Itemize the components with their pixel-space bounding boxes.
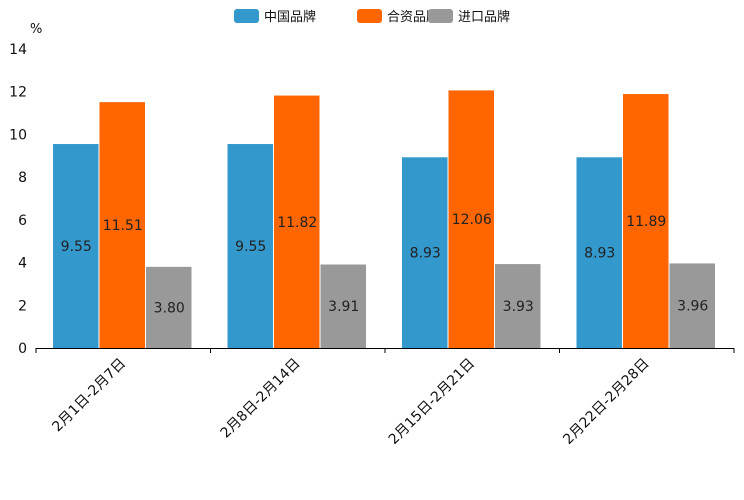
data-label-series2-cat4: 11.89 [626, 214, 666, 230]
legend-swatch-3[interactable] [428, 9, 453, 23]
y-tick-label: 8 [18, 170, 27, 186]
bar-series2-cat1[interactable] [99, 102, 146, 348]
y-tick-label: 0 [18, 341, 27, 357]
data-label-series3-cat1: 3.80 [154, 300, 185, 316]
y-tick-label: 2 [18, 298, 27, 314]
bar-series3-cat2[interactable] [320, 264, 367, 348]
y-tick-label: 10 [9, 127, 27, 143]
y-axis-unit-label: % [30, 22, 42, 37]
data-label-series1-cat1: 9.55 [61, 239, 92, 255]
bar-series1-cat2[interactable] [227, 144, 274, 348]
y-tick-label: 4 [18, 256, 27, 272]
legend: 中国品牌 合资品牌 进口品牌 [234, 9, 510, 25]
data-label-series2-cat3: 12.06 [452, 212, 492, 228]
bar-series1-cat4[interactable] [576, 157, 623, 348]
legend-label-2: 合资品牌 [387, 9, 439, 25]
y-tick-label: 12 [9, 85, 27, 101]
legend-swatch-2[interactable] [357, 9, 382, 23]
data-label-series3-cat4: 3.96 [677, 299, 708, 315]
y-tick-label: 6 [18, 213, 27, 229]
bar-series3-cat3[interactable] [495, 264, 541, 348]
data-label-series1-cat3: 8.93 [410, 246, 441, 262]
bar-series3-cat4[interactable] [669, 263, 716, 348]
bar-series2-cat3[interactable] [448, 90, 495, 348]
x-tick-label: 2月8日-2月14日 [218, 356, 304, 442]
data-label-series2-cat2: 11.82 [277, 215, 317, 231]
x-tick-label: 2月1日-2月7日 [49, 356, 129, 436]
data-label-series1-cat4: 8.93 [584, 246, 615, 262]
data-label-series1-cat2: 9.55 [235, 239, 266, 255]
x-axis: 2月1日-2月7日 2月8日-2月14日 2月15日-2月21日 2月22日-2月28… [35, 348, 735, 448]
bar-series2-cat2[interactable] [274, 95, 320, 349]
bar-series3-cat1[interactable] [146, 266, 192, 348]
x-tick-label: 2月22日-2月28日 [560, 356, 652, 448]
y-axis: 0 2 4 6 8 10 12 14 [9, 42, 27, 357]
x-tick-label: 2月15日-2月21日 [386, 356, 478, 448]
bar-series2-cat4[interactable] [623, 94, 669, 348]
y-tick-label: 14 [9, 42, 27, 58]
legend-label-3: 进口品牌 [458, 9, 510, 25]
bar-series1-cat3[interactable] [402, 157, 448, 348]
legend-label-1: 中国品牌 [264, 9, 316, 25]
legend-swatch-1[interactable] [234, 9, 259, 23]
bars-group [53, 90, 716, 349]
data-label-series2-cat1: 11.51 [103, 218, 143, 234]
data-label-series3-cat3: 3.93 [503, 299, 534, 315]
data-label-series3-cat2: 3.91 [328, 299, 359, 315]
bar-series1-cat1[interactable] [53, 144, 99, 348]
data-labels-group: 9.55 9.55 8.93 8.93 11.51 11.82 12.06 11.89 3.80… [61, 212, 709, 316]
